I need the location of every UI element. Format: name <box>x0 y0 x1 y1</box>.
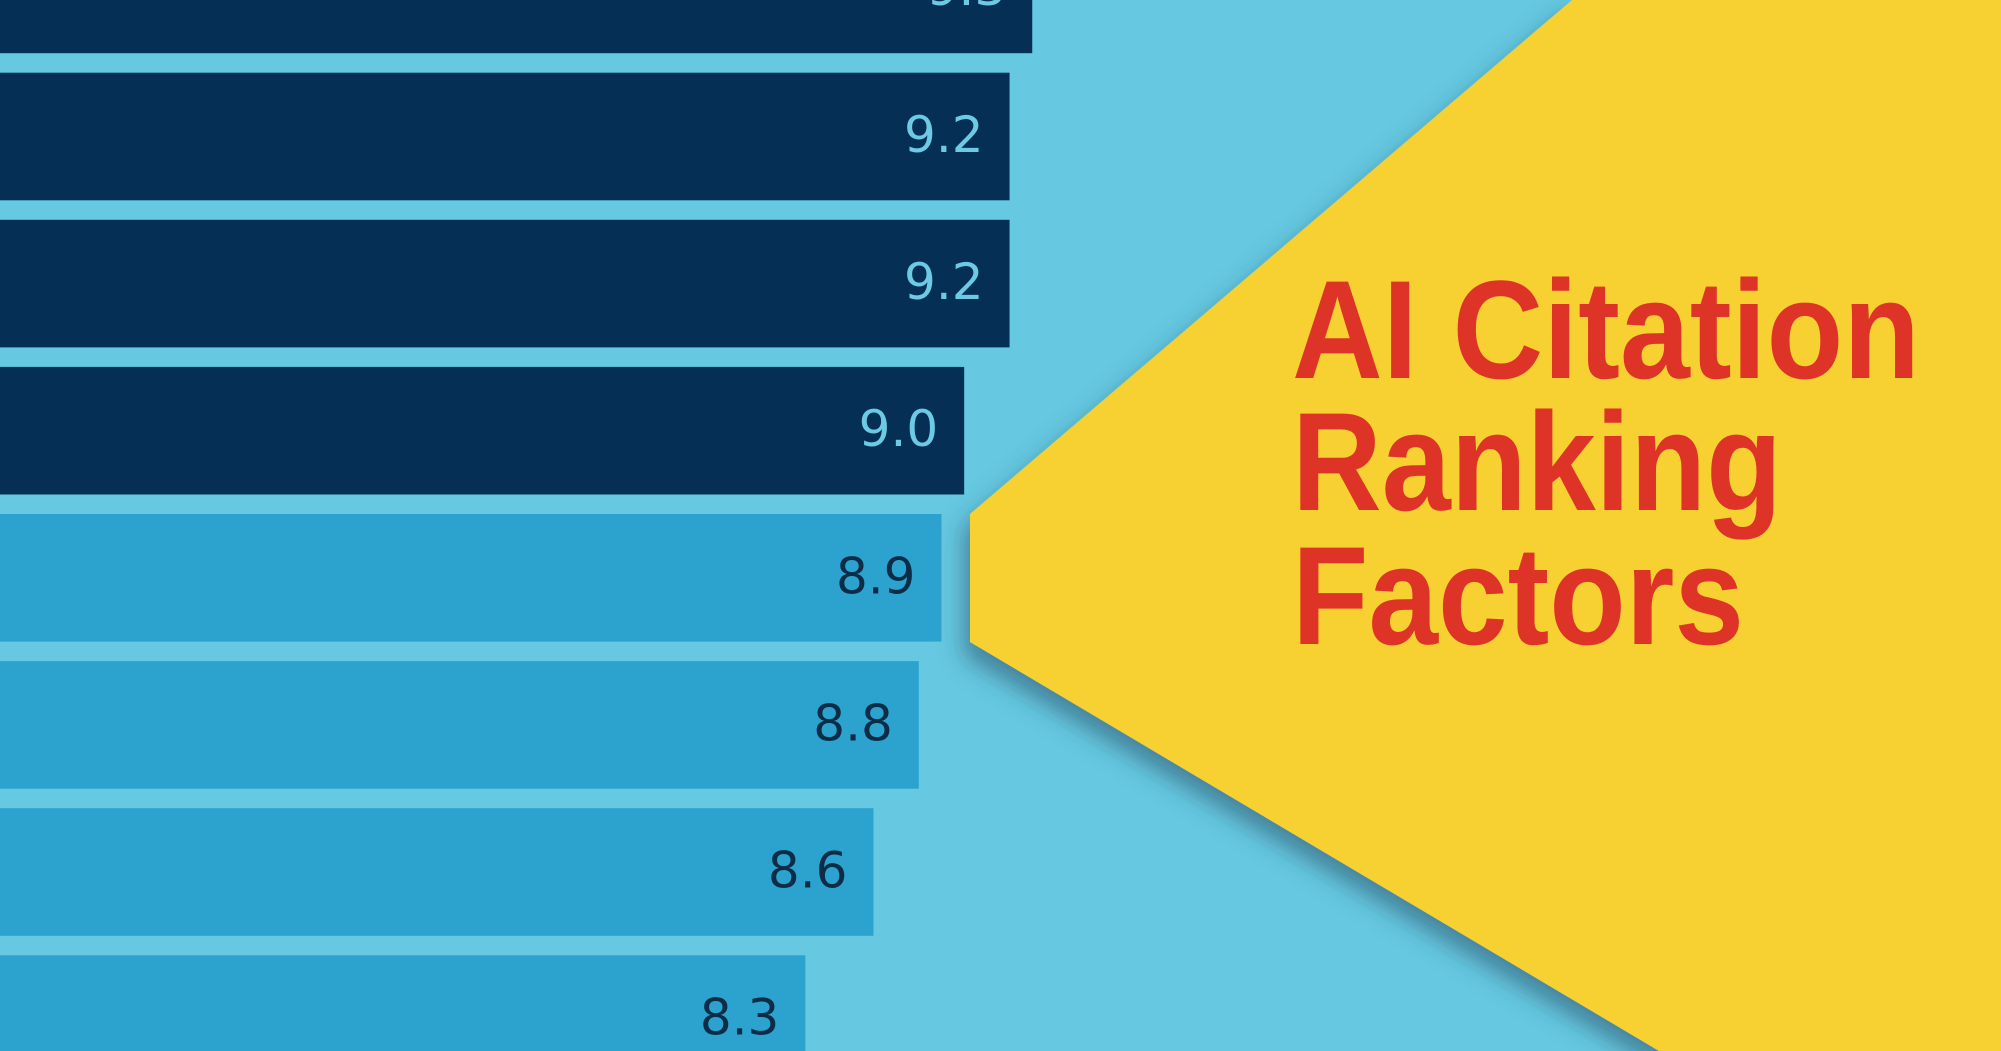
value-label: 8.3 <box>700 989 780 1047</box>
value-label: 9.0 <box>859 400 939 458</box>
chart-title: Ranking <box>1292 383 1782 540</box>
bar <box>0 808 874 936</box>
bar <box>0 661 919 789</box>
bars: 9.3 9.2 9.2 9.0 8.9 8.8 8.6 8.3 <box>0 0 1033 1051</box>
title-banner <box>970 0 2001 1051</box>
value-label: 9.2 <box>904 253 984 311</box>
chart-title: AI Citation <box>1292 251 1920 408</box>
value-label: 8.8 <box>813 694 893 752</box>
bar <box>0 514 942 642</box>
chart-title: Factors <box>1292 517 1744 674</box>
value-label: 9.2 <box>904 106 984 164</box>
bar <box>0 219 1010 348</box>
value-label: 8.9 <box>836 547 916 605</box>
bar <box>0 366 965 495</box>
bar <box>0 955 806 1051</box>
bar <box>0 72 1010 201</box>
value-label: 9.3 <box>927 0 1007 17</box>
bar <box>0 0 1033 54</box>
value-label: 8.6 <box>768 842 848 900</box>
